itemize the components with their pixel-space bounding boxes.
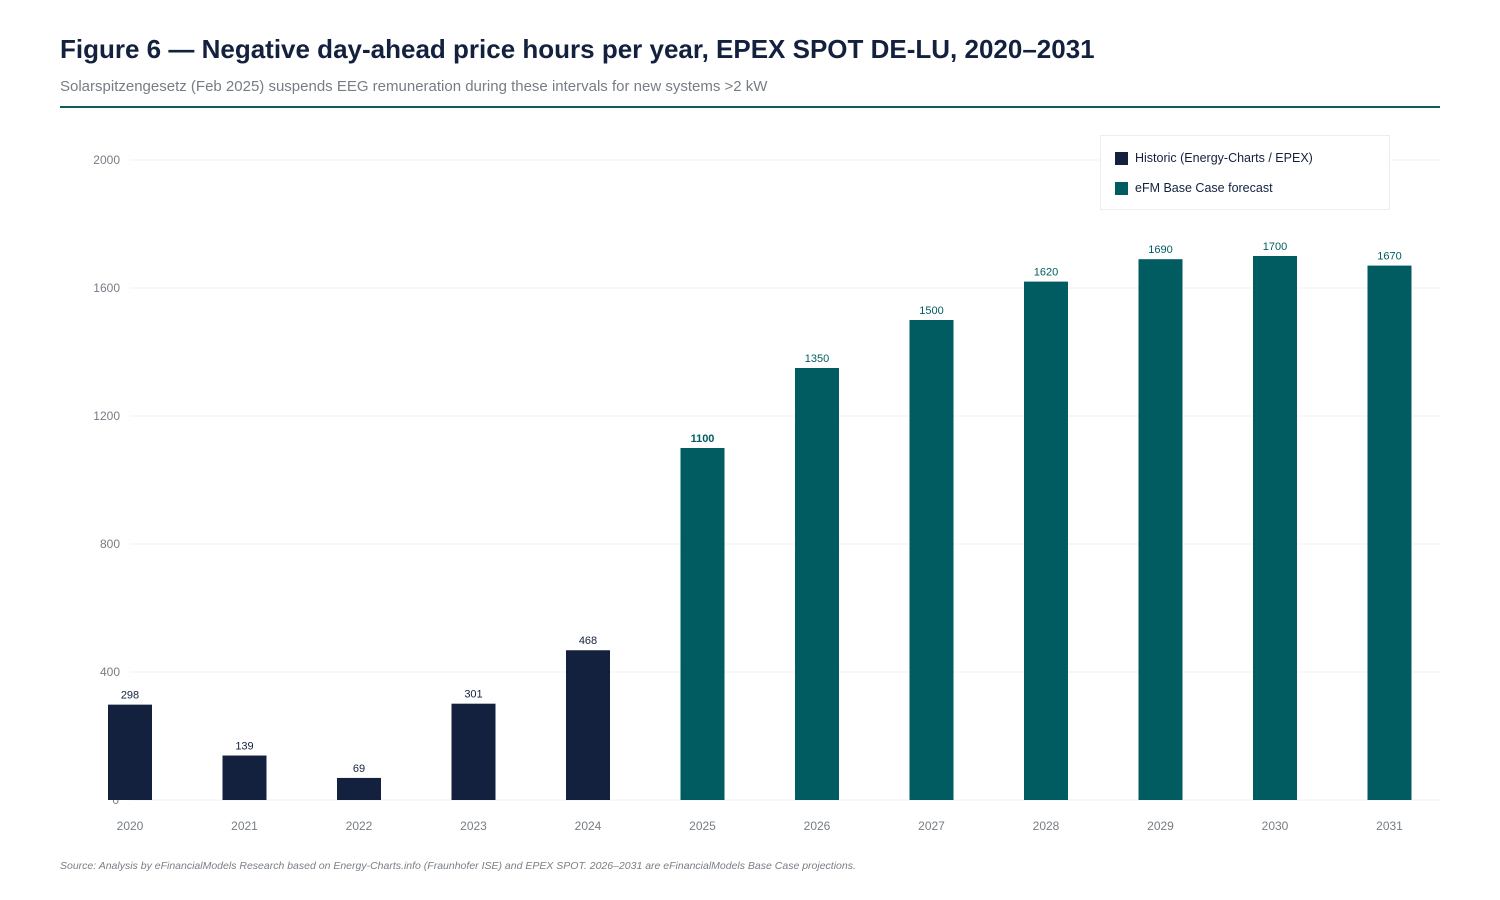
y-tick-label: 1600	[93, 281, 120, 295]
x-tick-label: 2030	[1262, 819, 1289, 833]
x-axis-ticks: 2020 2021 2022 2023 2024 2025 2026 2027 2028 2029…	[117, 819, 1404, 833]
bar-2027	[909, 320, 954, 800]
data-label-2030: 1700	[1263, 241, 1287, 253]
data-label-2024: 468	[579, 635, 597, 647]
chart-subtitle: Solarspitzengesetz (Feb 2025) suspends E…	[60, 78, 768, 95]
legend-label-forecast: eFM Base Case forecast	[1135, 181, 1273, 195]
x-tick-label: 2021	[231, 819, 258, 833]
bar-2023	[451, 703, 496, 800]
data-labels: 298 139 69 301 468 1100 1350 1500 1620 1690 1700 16…	[121, 241, 1402, 775]
legend-label-historic: Historic (Energy-Charts / EPEX)	[1135, 151, 1313, 165]
bar-2020	[108, 704, 152, 800]
x-tick-label: 2020	[117, 819, 144, 833]
x-tick-label: 2031	[1376, 819, 1403, 833]
y-tick-label: 800	[100, 537, 120, 551]
bars	[108, 256, 1412, 801]
x-tick-label: 2023	[460, 819, 487, 833]
x-tick-label: 2026	[804, 819, 831, 833]
y-tick-label: 1200	[93, 409, 120, 423]
data-label-2023: 301	[464, 689, 482, 701]
x-tick-label: 2025	[689, 819, 716, 833]
bar-2024	[566, 650, 610, 800]
data-label-2021: 139	[235, 741, 253, 753]
bar-2026	[795, 368, 839, 800]
legend-item-historic: Historic (Energy-Charts / EPEX)	[1115, 151, 1313, 165]
data-label-2022: 69	[353, 763, 365, 775]
bar-2028	[1024, 281, 1068, 801]
x-tick-label: 2022	[346, 819, 373, 833]
y-tick-label: 2000	[93, 153, 120, 167]
bar-2021	[222, 755, 267, 800]
data-label-2031: 1670	[1377, 251, 1401, 263]
gridlines	[130, 159, 1440, 801]
legend-swatch-historic	[1115, 151, 1128, 165]
bar-2029	[1138, 259, 1183, 800]
chart-legend: Historic (Energy-Charts / EPEX) eFM Base…	[1100, 135, 1390, 210]
title-divider	[60, 106, 1440, 108]
bar-2022	[337, 777, 381, 800]
source-note: Source: Analysis by eFinancialModels Res…	[60, 860, 856, 872]
legend-item-forecast: eFM Base Case forecast	[1115, 181, 1273, 195]
data-label-2029: 1690	[1148, 244, 1172, 256]
bar-2025	[680, 448, 725, 800]
data-label-2026: 1350	[805, 353, 829, 365]
bar-2030	[1253, 256, 1297, 800]
data-label-2025: 1100	[691, 433, 715, 445]
data-label-2028: 1620	[1034, 267, 1058, 279]
data-label-2027: 1500	[919, 305, 943, 317]
data-label-2020: 298	[121, 690, 139, 702]
legend-swatch-forecast	[1115, 181, 1128, 195]
x-tick-label: 2024	[575, 819, 602, 833]
x-tick-label: 2028	[1033, 819, 1060, 833]
x-tick-label: 2029	[1147, 819, 1174, 833]
x-tick-label: 2027	[918, 819, 945, 833]
bar-2031	[1367, 265, 1412, 801]
chart-title: Figure 6 — Negative day-ahead price hour…	[60, 34, 1095, 64]
y-tick-label: 400	[100, 665, 120, 679]
